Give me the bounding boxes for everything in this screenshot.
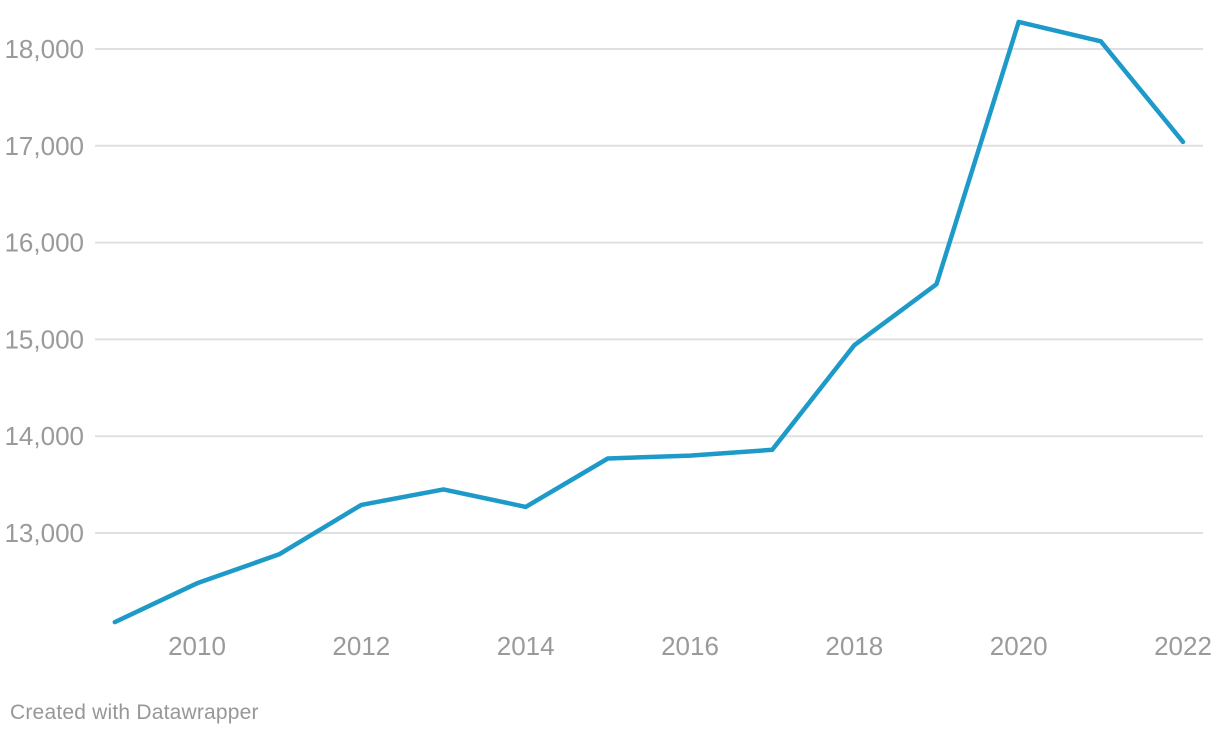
x-tick-label: 2020 <box>990 631 1048 661</box>
x-tick-label: 2010 <box>168 631 226 661</box>
y-tick-label: 18,000 <box>4 34 84 64</box>
line-chart-canvas: 13,000 14,000 15,000 16,000 17,000 18,000 201… <box>4 19 1212 661</box>
y-tick-label: 15,000 <box>4 324 84 354</box>
data-line <box>112 19 1186 625</box>
y-tick-label: 16,000 <box>4 228 84 258</box>
y-tick-label: 13,000 <box>4 518 84 548</box>
credit-text: Created with Datawrapper <box>10 701 259 724</box>
x-tick-label: 2016 <box>661 631 719 661</box>
x-tick-label: 2022 <box>1154 631 1212 661</box>
gridlines <box>95 48 1203 534</box>
x-tick-label: 2018 <box>825 631 883 661</box>
x-tick-label: 2012 <box>332 631 390 661</box>
y-axis-labels: 13,000 14,000 15,000 16,000 17,000 18,000 <box>4 34 84 548</box>
attribution-credit[interactable]: Created with Datawrapper <box>10 701 259 725</box>
x-tick-label: 2014 <box>497 631 555 661</box>
x-axis-labels: 2010 2012 2014 2016 2018 2020 2022 <box>168 631 1212 661</box>
y-tick-label: 14,000 <box>4 421 84 451</box>
y-tick-label: 17,000 <box>4 131 84 161</box>
